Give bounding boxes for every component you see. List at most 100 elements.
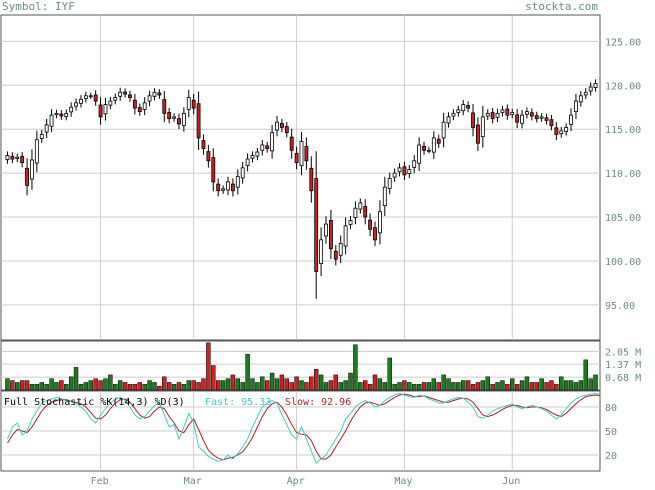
volume-bar <box>588 378 593 391</box>
candle-down <box>466 105 471 109</box>
volume-bar <box>176 382 182 391</box>
volume-bar <box>544 382 549 391</box>
volume-tick-label: 0.68 M <box>605 373 641 384</box>
volume-bar <box>554 384 559 391</box>
symbol-value: IYF <box>54 0 75 13</box>
stoch-tick-label: 80 <box>605 403 617 414</box>
volume-bar <box>122 382 128 391</box>
volume-bar <box>230 374 236 391</box>
candle-up <box>64 112 69 117</box>
candle-down <box>93 94 98 102</box>
candle-up <box>152 91 157 97</box>
volume-bar <box>274 378 280 391</box>
volume-bar <box>132 384 138 391</box>
candle-up <box>593 83 598 88</box>
volume-bar <box>407 382 412 391</box>
candle-up <box>451 112 456 117</box>
candle-up <box>417 144 422 164</box>
volume-bar <box>313 369 319 391</box>
candle-up <box>427 149 431 152</box>
candle-down <box>25 167 29 186</box>
candle-down <box>59 113 64 117</box>
x-tick-label: Feb <box>91 476 109 486</box>
candle-up <box>113 97 118 101</box>
candle-up <box>539 116 544 119</box>
candle-up <box>172 116 176 119</box>
volume-bar <box>304 382 309 391</box>
volume-bar <box>250 378 255 391</box>
candle-down <box>162 99 167 114</box>
price-tick-label: 125.00 <box>605 37 641 48</box>
volume-bar <box>583 359 588 391</box>
volume-bar <box>142 384 147 391</box>
candle-down <box>436 138 441 144</box>
volume-bar <box>441 374 446 391</box>
candle-up <box>299 141 304 167</box>
volume-bar <box>152 382 157 391</box>
volume-bar <box>39 382 44 391</box>
candle-up <box>510 112 515 115</box>
candle-down <box>98 104 103 118</box>
volume-bar <box>456 382 461 391</box>
slow-line <box>7 393 601 461</box>
candle-down <box>123 91 127 95</box>
candle-up <box>431 137 436 153</box>
candle-down <box>515 114 520 123</box>
candle-up <box>338 242 343 256</box>
candle-up <box>34 139 39 164</box>
candle-up <box>275 121 279 131</box>
candle-down <box>294 152 299 163</box>
candle-up <box>235 176 240 188</box>
volume-bar <box>446 378 451 391</box>
candle-up <box>569 114 573 125</box>
volume-bar <box>117 380 123 391</box>
candle-up <box>397 167 402 173</box>
candle-down <box>201 140 206 149</box>
candle-down <box>10 156 15 160</box>
volume-bar <box>225 378 231 391</box>
volume-bar <box>127 384 133 391</box>
volume-bar <box>24 380 30 391</box>
volume-bar <box>171 384 177 391</box>
candle-up <box>559 130 564 134</box>
candle-up <box>79 98 83 104</box>
volume-bar <box>367 384 373 391</box>
volume-bar <box>529 382 535 391</box>
candle-up <box>353 207 358 218</box>
candle-up <box>39 134 44 139</box>
candle-down <box>284 126 289 134</box>
volume-bar <box>563 380 569 391</box>
candle-down <box>505 108 510 116</box>
volume-bar <box>59 380 64 391</box>
candle-down <box>314 178 319 272</box>
volume-bar <box>88 380 93 391</box>
volume-bar <box>348 372 353 391</box>
candle-down <box>544 117 549 121</box>
volume-bar <box>181 384 187 391</box>
volume-bar <box>206 342 211 391</box>
site-label[interactable]: stockta.com <box>525 0 598 13</box>
candle-down <box>373 227 377 241</box>
candle-down <box>177 118 181 125</box>
candle-up <box>240 167 245 179</box>
volume-bar <box>49 378 54 391</box>
candle-up <box>446 116 451 124</box>
volume-bar <box>83 382 89 391</box>
candle-up <box>500 109 505 113</box>
candle-up <box>495 112 500 118</box>
candle-up <box>564 127 569 132</box>
candle-up <box>74 102 78 107</box>
volume-bar <box>505 384 510 391</box>
volume-bar <box>108 374 113 391</box>
candle-down <box>333 250 338 260</box>
candle-up <box>49 114 54 127</box>
volume-bar <box>215 380 221 391</box>
slow-value: Slow: 92.96 <box>285 397 351 408</box>
volume-bar <box>323 382 329 391</box>
volume-bar <box>402 380 407 391</box>
volume-bar <box>289 382 294 391</box>
volume-bar <box>264 380 270 391</box>
volume-bar <box>113 384 118 391</box>
candle-up <box>520 114 524 124</box>
x-tick-label: Apr <box>287 476 305 486</box>
